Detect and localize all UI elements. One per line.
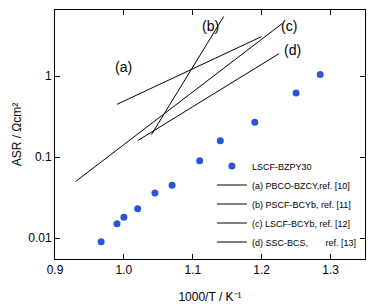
svg-text:1: 1	[45, 69, 52, 83]
svg-text:ASR / Ωcm²: ASR / Ωcm²	[10, 103, 24, 167]
svg-text:LSCF-BZPY30: LSCF-BZPY30	[252, 162, 312, 172]
svg-text:1.0: 1.0	[116, 263, 133, 277]
svg-text:(b) PSCF-BCYb, ref. [11]: (b) PSCF-BCYb, ref. [11]	[252, 200, 351, 210]
svg-text:1.2: 1.2	[253, 263, 270, 277]
svg-text:0.1: 0.1	[35, 150, 52, 164]
svg-text:(d): (d)	[284, 42, 301, 58]
svg-text:(a) PBCO-BZCY,ref. [10]: (a) PBCO-BZCY,ref. [10]	[252, 181, 350, 191]
svg-text:0.01: 0.01	[28, 231, 52, 245]
svg-text:(d) SSC-BCS, ref. [13]: (d) SSC-BCS, ref. [13]	[252, 238, 356, 248]
svg-text:1000/T / K⁻¹: 1000/T / K⁻¹	[178, 290, 241, 304]
svg-text:(a): (a)	[115, 59, 132, 75]
svg-text:(b): (b)	[202, 18, 219, 34]
svg-text:(c): (c)	[281, 18, 297, 34]
svg-text:1.1: 1.1	[184, 263, 201, 277]
svg-text:1.3: 1.3	[322, 263, 339, 277]
svg-text:0.9: 0.9	[47, 263, 64, 277]
svg-text:(c) LSCF-BCYb, ref. [12]: (c) LSCF-BCYb, ref. [12]	[252, 219, 350, 229]
